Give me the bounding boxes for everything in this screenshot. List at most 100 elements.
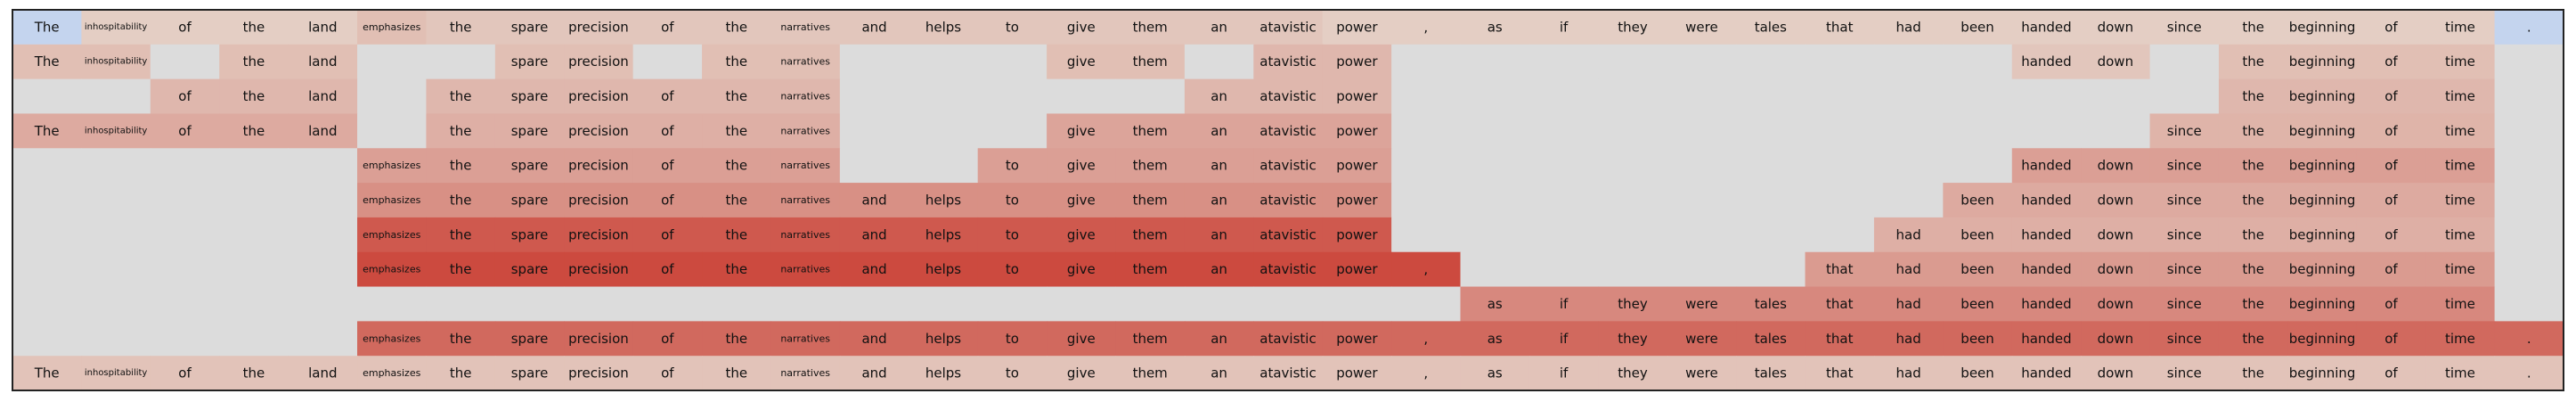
token-label-r6-c10: the — [725, 226, 747, 242]
token-label-r10-c6: the — [450, 365, 472, 381]
heatmap-cell-r0-c25 — [1736, 10, 1806, 45]
heatmap-cell-r1-c17 — [1184, 44, 1254, 80]
heatmap-cell-r9-c29 — [2011, 321, 2082, 357]
token-label-r4-c19: power — [1336, 158, 1378, 174]
heatmap-cell-r3-c4 — [288, 113, 358, 149]
heatmap-cell-r3-c35 — [2425, 113, 2496, 149]
heatmap-cell-r3-c12 — [839, 113, 909, 149]
token-label-r3-c1: inhospitability — [85, 126, 148, 135]
heatmap-cell-r8-c4 — [288, 286, 358, 322]
heatmap-cell-r8-c26 — [1805, 286, 1875, 322]
token-label-r5-c34: of — [2384, 193, 2398, 209]
heatmap-cell-r0-c28 — [1943, 10, 2013, 45]
heatmap-cell-r1-c30 — [2081, 44, 2151, 80]
heatmap-cell-r1-c25 — [1736, 44, 1806, 80]
heatmap-cell-r7-c19 — [1322, 251, 1392, 288]
token-label-r8-c24: were — [1685, 296, 1718, 312]
token-label-r10-c9: of — [661, 365, 674, 381]
heatmap-cell-r10-c25 — [1736, 356, 1806, 391]
heatmap-cell-r0-c0 — [12, 10, 83, 45]
token-label-r3-c16: them — [1133, 123, 1168, 139]
token-label-r7-c9: of — [661, 261, 674, 277]
token-label-r1-c15: give — [1067, 53, 1096, 70]
heatmap-cell-r2-c6 — [426, 78, 496, 115]
heatmap-cell-r7-c7 — [494, 251, 565, 288]
heatmap-cell-r2-c33 — [2287, 78, 2358, 115]
token-label-r0-c36: . — [2527, 19, 2531, 35]
token-label-r0-c24: were — [1685, 19, 1718, 35]
heatmap-cell-r3-c27 — [1873, 113, 1944, 149]
heatmap-cell-r1-c36 — [2494, 44, 2564, 80]
heatmap-cell-r4-c22 — [1528, 148, 1599, 184]
token-label-r5-c5: emphasizes — [363, 194, 421, 206]
token-label-r9-c10: the — [725, 331, 747, 347]
heatmap-cell-r3-c9 — [632, 113, 703, 149]
heatmap-cell-r6-c33 — [2287, 217, 2358, 253]
heatmap-cell-r9-c34 — [2356, 321, 2426, 357]
heatmap-cell-r10-c5 — [357, 356, 428, 391]
token-label-r9-c5: emphasizes — [363, 332, 421, 344]
heatmap-cell-r0-c30 — [2081, 10, 2151, 45]
token-label-r5-c32: the — [2242, 193, 2264, 209]
heatmap-cell-r8-c3 — [219, 286, 289, 322]
heatmap-cell-r3-c36 — [2494, 113, 2564, 149]
heatmap-cell-r6-c5 — [357, 217, 428, 253]
token-label-r10-c11: narratives — [780, 367, 830, 379]
heatmap-cell-r0-c11 — [770, 10, 841, 45]
token-label-r10-c35: time — [2445, 365, 2475, 381]
heatmap-cell-r6-c28 — [1943, 217, 2013, 253]
heatmap-cell-r2-c19 — [1322, 78, 1392, 115]
token-label-r9-c35: time — [2445, 331, 2475, 347]
heatmap-cell-r8-c5 — [357, 286, 428, 322]
heatmap-cell-r10-c10 — [702, 356, 772, 391]
heatmap-cell-r5-c9 — [632, 183, 703, 218]
token-label-r10-c36: . — [2527, 365, 2531, 381]
token-label-r9-c16: them — [1133, 331, 1168, 347]
heatmap-cell-r5-c27 — [1873, 183, 1944, 218]
token-label-r8-c25: tales — [1755, 296, 1787, 312]
heatmap-cell-r6-c15 — [1047, 217, 1117, 253]
token-label-r0-c15: give — [1067, 19, 1096, 35]
heatmap-cell-r7-c8 — [564, 251, 634, 288]
heatmap-cell-r6-c12 — [839, 217, 909, 253]
heatmap-cell-r5-c0 — [12, 183, 83, 218]
heatmap-cell-r0-c32 — [2218, 10, 2288, 45]
heatmap-cell-r9-c11 — [770, 321, 841, 357]
heatmap-cell-r10-c31 — [2149, 356, 2220, 391]
heatmap-cell-r7-c12 — [839, 251, 909, 288]
token-label-r7-c5: emphasizes — [363, 264, 421, 275]
token-label-r2-c6: the — [450, 88, 472, 104]
heatmap-cell-r7-c32 — [2218, 251, 2288, 288]
heatmap-cell-r0-c29 — [2011, 10, 2082, 45]
token-label-r1-c33: beginning — [2289, 53, 2356, 70]
token-label-r3-c3: the — [243, 123, 265, 139]
token-label-r10-c22: if — [1560, 365, 1569, 381]
heatmap-cell-r0-c1 — [81, 10, 151, 45]
token-label-r7-c11: narratives — [780, 264, 830, 275]
heatmap-cell-r2-c7 — [494, 78, 565, 115]
token-label-r10-c29: handed — [2021, 365, 2071, 381]
token-label-r1-c16: them — [1133, 53, 1168, 70]
token-label-r5-c8: precision — [568, 193, 629, 209]
heatmap-cell-r10-c9 — [632, 356, 703, 391]
heatmap-cell-r3-c15 — [1047, 113, 1117, 149]
token-label-r10-c26: that — [1826, 365, 1854, 381]
token-label-r5-c12: and — [861, 193, 886, 209]
heatmap-cell-r1-c21 — [1460, 44, 1530, 80]
heatmap-cell-r7-c10 — [702, 251, 772, 288]
heatmap-cell-r2-c2 — [150, 78, 220, 115]
heatmap-cell-r8-c33 — [2287, 286, 2358, 322]
token-label-r4-c15: give — [1067, 158, 1096, 174]
token-label-r3-c2: of — [178, 123, 192, 139]
token-label-r10-c21: as — [1488, 365, 1503, 381]
heatmap-cell-r1-c34 — [2356, 44, 2426, 80]
token-label-r9-c25: tales — [1755, 331, 1787, 347]
token-label-r2-c11: narratives — [780, 91, 830, 103]
heatmap-cell-r5-c31 — [2149, 183, 2220, 218]
heatmap-cell-r7-c29 — [2011, 251, 2082, 288]
heatmap-cell-r3-c34 — [2356, 113, 2426, 149]
token-label-r0-c8: precision — [568, 19, 629, 35]
heatmap-cell-r7-c24 — [1667, 251, 1737, 288]
heatmap-cell-r10-c29 — [2011, 356, 2082, 391]
